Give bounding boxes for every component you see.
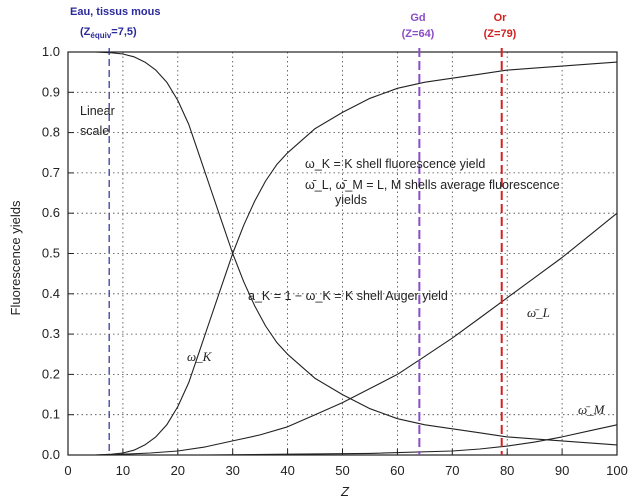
y-tick-label: 0.1 — [42, 407, 60, 422]
y-tick-label: 0.3 — [42, 326, 60, 341]
x-tick-label: 0 — [64, 463, 71, 478]
omega-k-definition: ω_K = K shell fluorescence yield — [305, 157, 485, 171]
axis-ticks: 0 10 20 30 40 50 60 70 80 90 100 0.0 0.1 0.2 0.3 0.4 0.5… — [42, 44, 628, 478]
y-tick-label: 0.7 — [42, 165, 60, 180]
x-tick-label: 30 — [225, 463, 239, 478]
x-tick-label: 20 — [171, 463, 185, 478]
x-tick-label: 80 — [500, 463, 514, 478]
ref-sublabel-or: (Z=79) — [484, 28, 517, 40]
ref-sublabel-water: (Zéquiv=7,5) — [80, 26, 137, 40]
omega-lm-definition-2: yields — [335, 193, 367, 207]
linear-scale-label-1: Linear — [80, 104, 115, 118]
grid — [68, 52, 617, 455]
y-axis-title: Fluorescence yields — [8, 200, 23, 315]
y-tick-label: 0.6 — [42, 205, 60, 220]
x-tick-label: 10 — [116, 463, 130, 478]
x-tick-label: 40 — [280, 463, 294, 478]
x-axis-title: Z — [340, 484, 350, 499]
y-tick-label: 1.0 — [42, 44, 60, 59]
linear-scale-label-2: scale — [80, 124, 109, 138]
y-tick-label: 0.8 — [42, 125, 60, 140]
curves — [95, 51, 618, 456]
auger-definition: a_K = 1 − ω_K = K shell Auger yield — [248, 289, 448, 303]
auger-yield-curve — [95, 51, 618, 446]
y-tick-label: 0.2 — [42, 366, 60, 381]
ref-label-water: Eau, tissus mous — [70, 6, 160, 18]
omega-l-curve — [95, 212, 618, 456]
y-tick-label: 0.5 — [42, 246, 60, 261]
ref-label-gd: Gd — [410, 12, 425, 24]
omega-m-curve — [205, 424, 618, 456]
ref-label-or: Or — [494, 12, 508, 24]
ref-sublabel-water-pre: (Z — [80, 26, 91, 38]
curve-label-omega-k: ω_K — [187, 349, 213, 364]
x-tick-label: 60 — [390, 463, 404, 478]
y-tick-label: 0.0 — [42, 447, 60, 462]
ref-sublabel-water-sub: équiv — [90, 31, 111, 40]
x-tick-label: 50 — [335, 463, 349, 478]
x-tick-label: 70 — [445, 463, 459, 478]
curve-label-omega-l: ω̄_L — [527, 305, 550, 320]
x-tick-label: 100 — [606, 463, 628, 478]
omega-lm-definition-1: ω̄_L, ω̄_M = L, M shells average fluores… — [305, 178, 560, 192]
ref-sublabel-gd: (Z=64) — [402, 28, 435, 40]
curve-label-omega-m: ω̄_M — [578, 402, 606, 417]
x-tick-label: 90 — [555, 463, 569, 478]
y-tick-label: 0.4 — [42, 286, 60, 301]
reference-lines — [108, 48, 503, 455]
ref-sublabel-water-post: =7,5) — [111, 26, 137, 38]
omega-k-curve — [95, 61, 618, 456]
y-tick-label: 0.9 — [42, 84, 60, 99]
